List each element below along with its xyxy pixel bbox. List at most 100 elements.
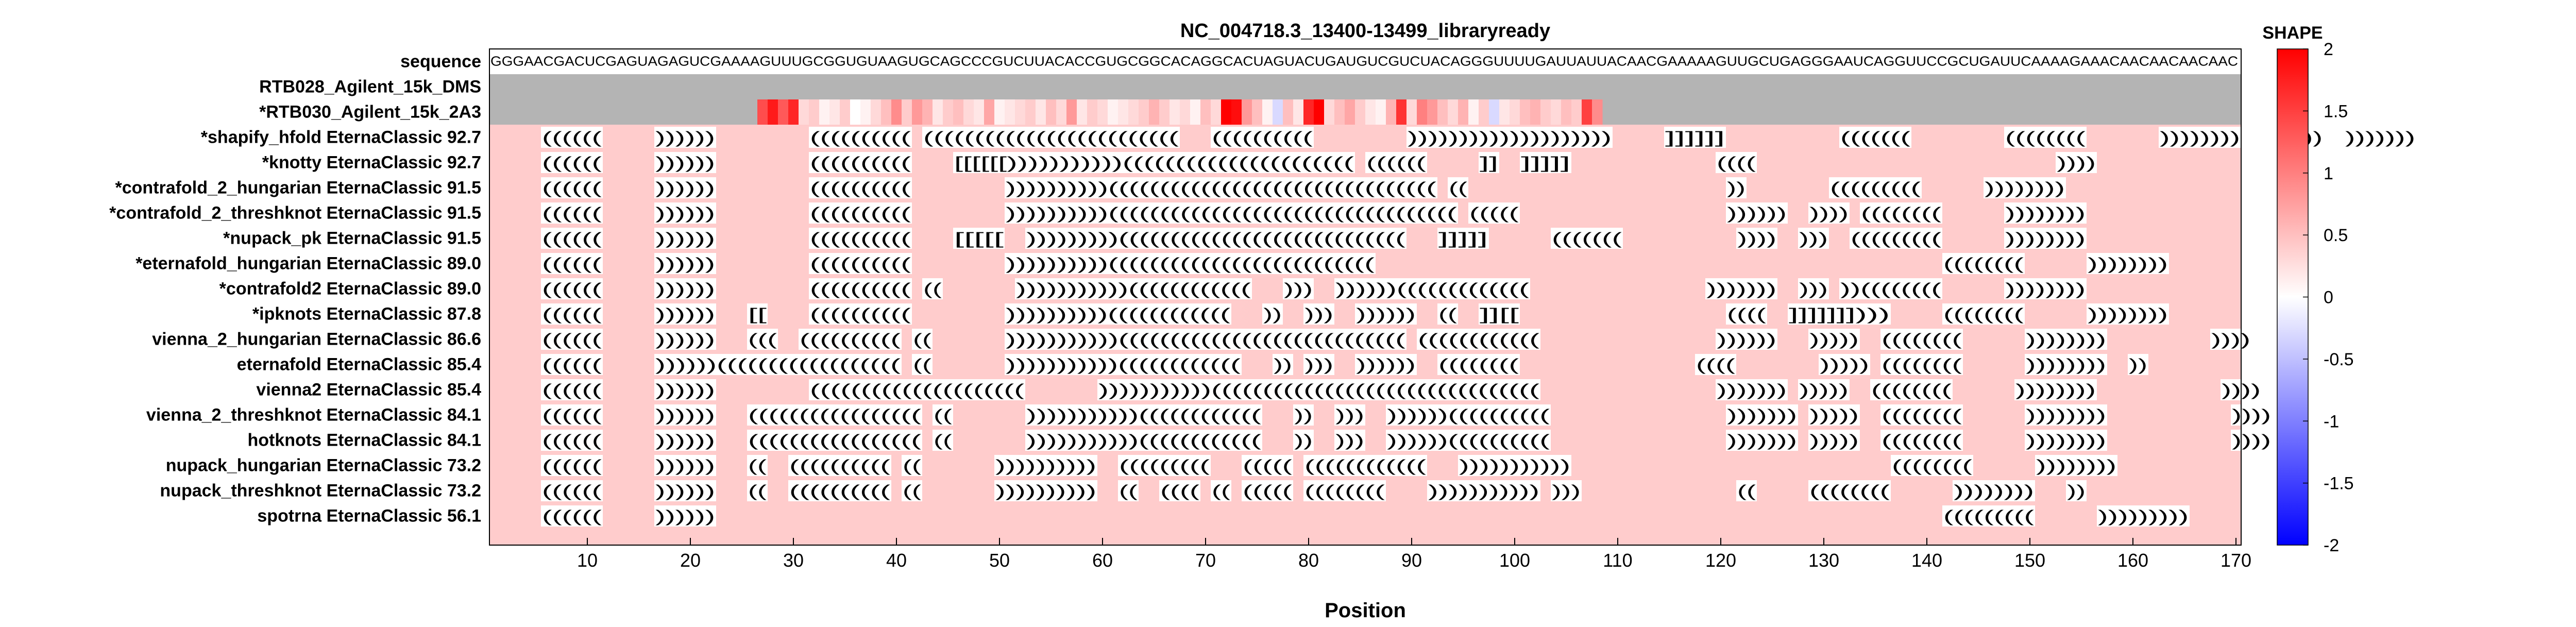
structure-row-label: hotknots EternaClassic 84.1 (247, 430, 481, 450)
structure-segment: ))))))(((((((((((((((((( (655, 355, 901, 374)
structure-segment-bg (1798, 278, 1829, 299)
structure-segment-bg (1005, 329, 1406, 350)
reactivity-cell (1159, 99, 1170, 125)
structure-segment-bg (1880, 430, 1963, 451)
reactivity-cell (922, 99, 933, 125)
x-tick-label: 20 (680, 550, 701, 571)
sequence-text: GGGAACGACUCGAGUAGAGUCGAAAAGUUUGCGGUGUAAG… (490, 53, 2238, 69)
structure-segment-bg (2159, 127, 2241, 148)
structure-segment: (( (748, 456, 767, 475)
sequence-row-label: sequence (400, 52, 481, 71)
reactivity-cell (1097, 99, 1108, 125)
structure-segment: )))))))))))(((((((((((( (1006, 355, 1241, 374)
structure-segment-bg (2004, 278, 2087, 299)
structure-row-label: *eternafold_hungarian EternaClassic 89.0 (135, 253, 481, 273)
structure-segment: ))))))) (1727, 431, 1797, 450)
structure-segment: (( (1119, 482, 1138, 500)
structure-segment: )) (1274, 355, 1292, 374)
structure-segment-bg (654, 228, 716, 249)
structure-segment: (((((((((((( (1418, 330, 1540, 349)
x-tick-label: 120 (1705, 550, 1736, 571)
x-tick-label: 40 (886, 550, 907, 571)
structure-segment: ))))))))))((((((((((((((((((((((((((((((… (1006, 179, 1437, 197)
chart-title: NC_004718.3_13400-13499_libraryready (1180, 20, 1550, 42)
structure-segment: (((((( (542, 482, 602, 500)
reactivity-cell (953, 99, 964, 125)
structure-segment: (((((((((( (789, 456, 891, 475)
reactivity-cell (1324, 99, 1335, 125)
x-tick-label: 80 (1298, 550, 1319, 571)
structure-segment-bg (2025, 430, 2107, 451)
structure-segment: ))))) (1809, 431, 1859, 450)
structure-segment: ))) (1799, 280, 1828, 298)
structure-segment-bg (1458, 455, 1571, 476)
structure-segment: ))))) (1820, 355, 1869, 374)
colorbar-tick-label: 0.5 (2324, 226, 2348, 245)
structure-segment: (((( (1696, 355, 1736, 374)
structure-segment-bg (1726, 202, 1788, 224)
structure-segment-bg (1942, 303, 2025, 325)
structure-segment: ]]]]]] (1665, 128, 1725, 147)
reactivity-cell (1427, 99, 1438, 125)
structure-segment-bg (654, 278, 716, 299)
x-tick-label: 140 (1911, 550, 1942, 571)
structure-segment: (((((((( (1943, 255, 2024, 273)
reactivity-cell (850, 99, 861, 125)
structure-segment-bg (2004, 127, 2087, 148)
structure-segment: )))))))) (2088, 305, 2168, 324)
structure-segment-bg (953, 152, 1355, 173)
structure-segment: (((((((((( (810, 280, 911, 298)
reactivity-cell (1149, 99, 1160, 125)
structure-segment-bg (1736, 480, 1757, 501)
structure-segment-bg (1716, 379, 1788, 400)
structure-segment: (((((((((( (810, 255, 911, 273)
structure-segment-bg (747, 480, 768, 501)
structure-segment: (((( (1727, 305, 1767, 324)
structure-segment: )))))) (655, 280, 715, 298)
structure-segment-bg (788, 455, 891, 476)
reactivity-cell (819, 99, 830, 125)
reactivity-cell (1128, 99, 1139, 125)
structure-segment-bg (747, 455, 768, 476)
structure-segment-bg (541, 127, 603, 148)
structure-segment-bg (1891, 455, 1973, 476)
structure-segment: )))) (1809, 204, 1849, 223)
x-tick-label: 70 (1195, 550, 1216, 571)
structure-segment: )))))))) (2026, 355, 2106, 374)
structure-segment-bg (654, 253, 716, 274)
structure-segment-bg (809, 202, 912, 224)
structure-row-label: vienna2 EternaClassic 85.4 (256, 380, 481, 399)
x-tick-label: 110 (1603, 550, 1632, 571)
structure-segment: (( (913, 355, 932, 374)
reactivity-cell (1417, 99, 1428, 125)
reactivity-cell (1592, 99, 1603, 125)
structure-segment-bg (1808, 404, 1860, 426)
reactivity-cell (1355, 99, 1366, 125)
reactivity-cell (1005, 99, 1015, 125)
structure-segment-bg (654, 127, 716, 148)
reactivity-cell (829, 99, 840, 125)
reactivity-cell (871, 99, 882, 125)
x-tick-label: 90 (1401, 550, 1422, 571)
structure-segment: )))))) (655, 204, 715, 223)
structure-segment: (((((( (542, 204, 602, 223)
structure-segment: )))))) (655, 179, 715, 197)
structure-segment: )))))) (655, 456, 715, 475)
structure-segment-bg (1386, 404, 1551, 426)
structure-segment: ))))) (1809, 406, 1859, 425)
structure-segment-bg (2097, 505, 2190, 527)
structure-row-label: vienna_2_threshknot EternaClassic 84.1 (146, 405, 481, 425)
reactivity-cell (1180, 99, 1191, 125)
reactivity-cell (1077, 99, 1088, 125)
structure-segment-bg (654, 152, 716, 173)
structure-segment-bg (1159, 480, 1200, 501)
colorbar-tick-label: -1 (2324, 412, 2339, 431)
structure-segment-bg (1005, 177, 1437, 198)
structure-segment: )))))) (1356, 305, 1416, 324)
structure-segment: (( (923, 280, 942, 298)
structure-segment-bg (654, 404, 716, 426)
structure-segment: (( (913, 330, 932, 349)
structure-segment: (((((( (542, 507, 602, 526)
structure-segment-bg (1386, 430, 1551, 451)
